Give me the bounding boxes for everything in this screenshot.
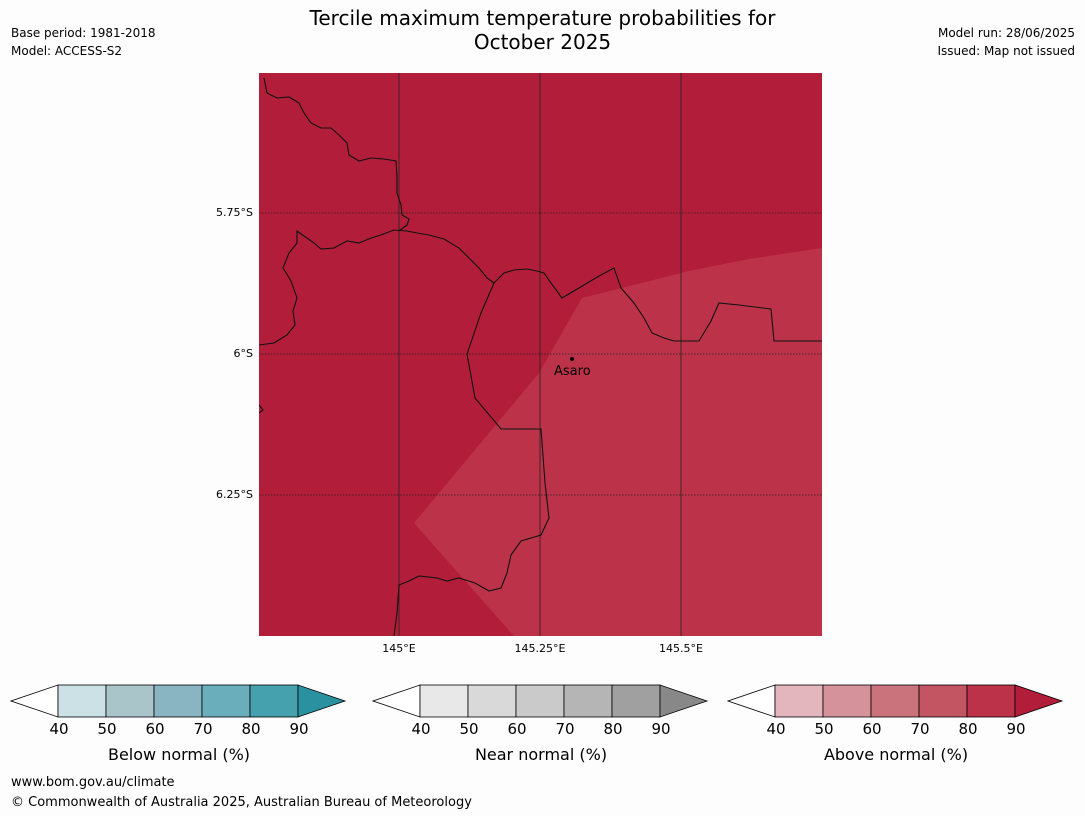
border-north (263, 77, 410, 232)
asaro-marker (570, 357, 574, 361)
colorbar-near-extend-high (659, 684, 709, 718)
colorbar-below-swatch-80 (249, 684, 299, 718)
colorbar-below-extend-high (297, 684, 347, 718)
colorbar-near-swatch-80 (611, 684, 661, 718)
probability-map (259, 73, 822, 636)
lat-label-6-25: 6.25°S (216, 488, 253, 501)
tick-below-60: 60 (145, 720, 165, 738)
border-central (393, 282, 550, 636)
tick-above-50: 50 (814, 720, 834, 738)
colorbar-below-swatch-50 (105, 684, 155, 718)
colorbar-above-normal (727, 684, 1064, 718)
colorbar-below-swatch-40 (57, 684, 107, 718)
town-label-asaro: Asaro (554, 364, 591, 379)
tick-near-90: 90 (651, 720, 671, 738)
lon-label-145-25: 145.25°E (514, 642, 566, 655)
colorbar-below-swatch-60 (153, 684, 203, 718)
colorbar-above-swatches (727, 684, 1064, 718)
lat-label-5-75: 5.75°S (216, 206, 253, 219)
colorbar-near-extend-low (372, 684, 421, 718)
base-period-text: Base period: 1981-2018 (11, 26, 156, 40)
tick-above-80: 80 (958, 720, 978, 738)
colorbar-above-swatch-80 (966, 684, 1016, 718)
colorbar-near-normal (372, 684, 709, 718)
lon-label-145: 145°E (382, 642, 416, 655)
colorbar-above-swatch-40 (774, 684, 824, 718)
colorbar-near-swatch-60 (515, 684, 565, 718)
tick-near-80: 80 (603, 720, 623, 738)
tick-near-40: 40 (411, 720, 431, 738)
colorbar-label-below: Below normal (%) (107, 745, 251, 764)
colorbar-near-swatch-50 (467, 684, 517, 718)
province-borders (259, 77, 822, 636)
map-title: Tercile maximum temperature probabilitie… (0, 6, 1085, 54)
lon-label-145-5: 145.5°E (659, 642, 703, 655)
tick-near-50: 50 (459, 720, 479, 738)
meta-right: Model run: 28/06/2025 Issued: Map not is… (937, 24, 1075, 60)
map-title-line1: Tercile maximum temperature probabilitie… (309, 6, 776, 30)
colorbar-above-extend-low (727, 684, 776, 718)
model-text: Model: ACCESS-S2 (11, 44, 123, 58)
model-run-text: Model run: 28/06/2025 (937, 26, 1075, 40)
tick-near-70: 70 (555, 720, 575, 738)
tick-below-50: 50 (97, 720, 117, 738)
colorbar-above-swatch-60 (870, 684, 920, 718)
lat-label-6: 6°S (233, 347, 253, 360)
colorbar-below-swatches (10, 684, 347, 718)
colorbar-label-above: Above normal (%) (823, 745, 969, 764)
colorbar-label-near: Near normal (%) (474, 745, 608, 764)
tick-below-90: 90 (289, 720, 309, 738)
tick-above-70: 70 (910, 720, 930, 738)
colorbar-near-swatches (372, 684, 709, 718)
colorbar-above-extend-high (1014, 684, 1064, 718)
map-zone-lower (414, 248, 822, 636)
colorbar-above-swatch-50 (822, 684, 872, 718)
meta-left: Base period: 1981-2018 Model: ACCESS-S2 (11, 24, 156, 60)
footer-url: www.bom.gov.au/climate (11, 775, 175, 790)
colorbar-below-normal (10, 684, 347, 718)
graticule (259, 73, 822, 636)
tick-above-90: 90 (1006, 720, 1026, 738)
map-title-line2: October 2025 (473, 30, 612, 54)
tick-above-40: 40 (766, 720, 786, 738)
tick-below-70: 70 (193, 720, 213, 738)
footer-copyright: © Commonwealth of Australia 2025, Austra… (11, 795, 472, 810)
tick-below-80: 80 (241, 720, 261, 738)
tick-above-60: 60 (862, 720, 882, 738)
border-west-edge (259, 404, 264, 414)
issued-text: Issued: Map not issued (937, 44, 1075, 58)
colorbar-below-swatch-70 (201, 684, 251, 718)
colorbar-above-swatch-70 (918, 684, 968, 718)
tick-below-40: 40 (49, 720, 69, 738)
colorbar-near-swatch-40 (419, 684, 469, 718)
border-west (259, 229, 822, 346)
colorbar-near-swatch-70 (563, 684, 613, 718)
colorbar-below-extend-low (10, 684, 59, 718)
tick-near-60: 60 (507, 720, 527, 738)
